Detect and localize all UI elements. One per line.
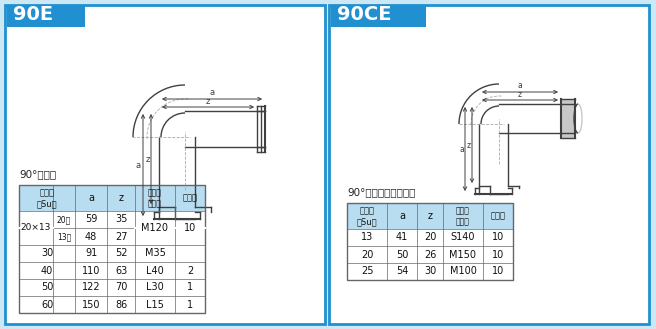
Text: 13側: 13側 [57,232,71,241]
Text: L15: L15 [146,299,164,310]
Text: 袋入数: 袋入数 [491,212,506,220]
Text: 27: 27 [115,232,127,241]
Bar [19,279,205,296]
Text: ケース
入　数: ケース 入 数 [456,206,470,226]
Text: S140: S140 [451,233,475,242]
Text: 122: 122 [82,283,100,292]
Bar [19,245,205,262]
Text: 41: 41 [396,233,408,242]
Text: 150: 150 [82,299,100,310]
Text: 10: 10 [492,233,504,242]
Bar [19,211,205,228]
Text: z: z [518,90,522,99]
Text: 50: 50 [396,249,408,260]
Text: a: a [518,81,522,90]
Text: 20: 20 [361,249,373,260]
Text: 60: 60 [41,299,53,310]
Text: M150: M150 [449,249,476,260]
Text: 13: 13 [361,233,373,242]
Bar [5,5,325,324]
Bar [561,99,575,138]
Text: 59: 59 [85,215,97,224]
Text: M35: M35 [144,248,165,259]
Bar [19,228,205,245]
Text: 10: 10 [184,223,196,233]
Text: 90°エルボ: 90°エルボ [19,169,56,179]
Bar [19,296,205,313]
Text: 86: 86 [115,299,127,310]
Text: 20側: 20側 [57,215,71,224]
Text: M100: M100 [449,266,476,276]
Text: a: a [399,211,405,221]
Text: 30: 30 [424,266,436,276]
Bar [347,246,513,263]
Text: 40: 40 [41,266,53,275]
Bar [347,203,513,229]
Text: 110: 110 [82,266,100,275]
Text: z: z [428,211,432,221]
Text: 90°コンパクトエルボ: 90°コンパクトエルボ [347,187,415,197]
Text: 54: 54 [396,266,408,276]
Bar [347,203,513,280]
Text: z: z [146,155,150,164]
Text: 20×13: 20×13 [21,223,51,233]
Text: 25: 25 [361,266,373,276]
Text: 1: 1 [187,299,193,310]
Text: a: a [459,144,464,154]
Text: 袋入数: 袋入数 [182,193,197,203]
Bar [7,5,85,27]
Text: ケース
入　数: ケース 入 数 [148,188,162,208]
Bar [347,263,513,280]
Text: 52: 52 [115,248,127,259]
Text: z: z [119,193,123,203]
Text: 35: 35 [115,215,127,224]
Text: 91: 91 [85,248,97,259]
Text: 48: 48 [85,232,97,241]
Text: 10: 10 [492,249,504,260]
Text: a: a [136,161,141,169]
Text: 2: 2 [187,266,193,275]
Text: 70: 70 [115,283,127,292]
Bar [347,229,513,246]
Text: a: a [209,88,215,97]
Text: 26: 26 [424,249,436,260]
Text: 呼び径
（Su）: 呼び径 （Su） [37,188,57,208]
Text: a: a [88,193,94,203]
Bar [329,5,649,324]
Bar [19,185,205,211]
Text: z: z [467,140,471,149]
Bar [19,185,205,313]
Text: 20: 20 [424,233,436,242]
Text: z: z [206,97,210,106]
Text: 30: 30 [41,248,53,259]
Bar [19,262,205,279]
Text: 90CE: 90CE [337,6,392,24]
Text: 呼び径
（Su）: 呼び径 （Su） [357,206,377,226]
Text: M120: M120 [142,223,169,233]
Text: 1: 1 [187,283,193,292]
Text: 90E: 90E [13,6,53,24]
Text: 63: 63 [115,266,127,275]
Text: L40: L40 [146,266,164,275]
Text: L30: L30 [146,283,164,292]
Text: 50: 50 [41,283,53,292]
Bar [331,5,426,27]
Text: 10: 10 [492,266,504,276]
